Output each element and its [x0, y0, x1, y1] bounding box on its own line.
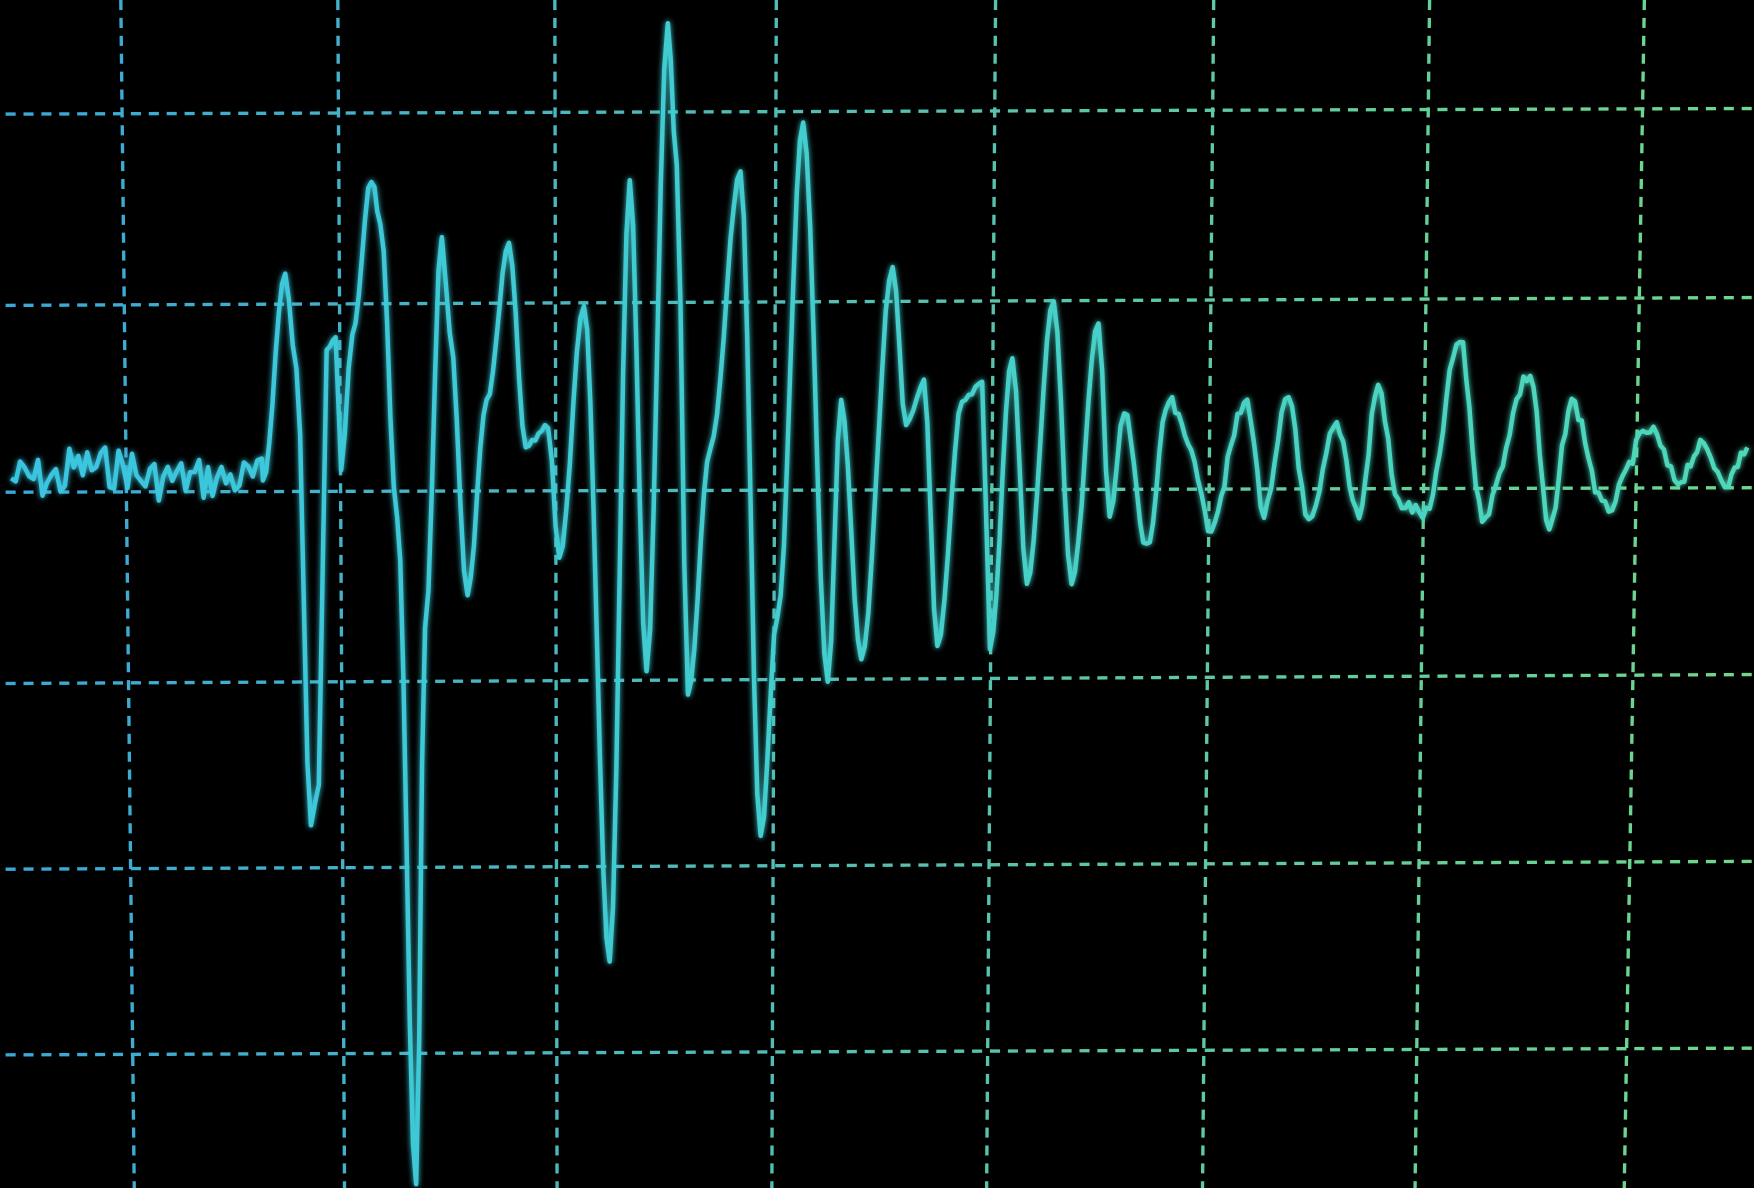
- grid-line-horizontal: [5, 1046, 1754, 1057]
- grid-line-vertical: [984, 0, 998, 1188]
- grid-line-vertical: [336, 0, 347, 1188]
- grid-lines: [5, 0, 1754, 1188]
- waveform-trace: [9, 21, 1750, 1187]
- grid-line-vertical: [770, 0, 779, 1188]
- grid-line-vertical: [119, 0, 136, 1188]
- grid-line-horizontal: [5, 486, 1754, 494]
- grid-line-vertical: [1622, 0, 1647, 1188]
- grid-line-horizontal: [5, 672, 1754, 686]
- grid-line-horizontal: [5, 106, 1754, 116]
- grid-line-vertical: [1413, 0, 1432, 1188]
- grid-line-vertical: [553, 0, 559, 1188]
- grid-line-vertical: [1200, 0, 1216, 1188]
- grid-line-horizontal: [5, 859, 1754, 871]
- grid-line-horizontal: [5, 295, 1754, 308]
